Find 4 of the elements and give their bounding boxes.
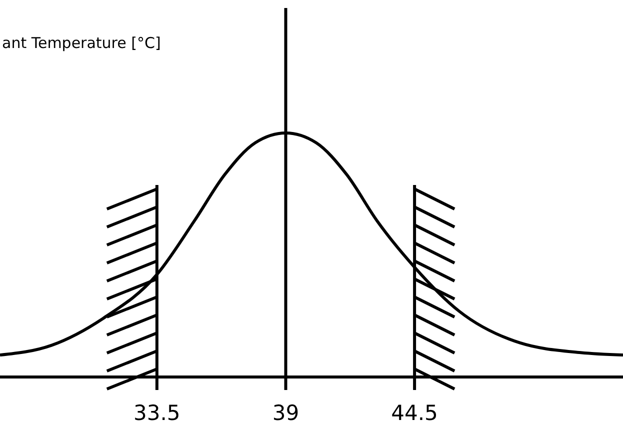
- x-tick-label: 39: [272, 401, 300, 425]
- chart-title: ant Temperature [°C]: [2, 34, 161, 52]
- x-tick-label: 44.5: [391, 401, 438, 425]
- x-tick-label: 33.5: [134, 401, 180, 425]
